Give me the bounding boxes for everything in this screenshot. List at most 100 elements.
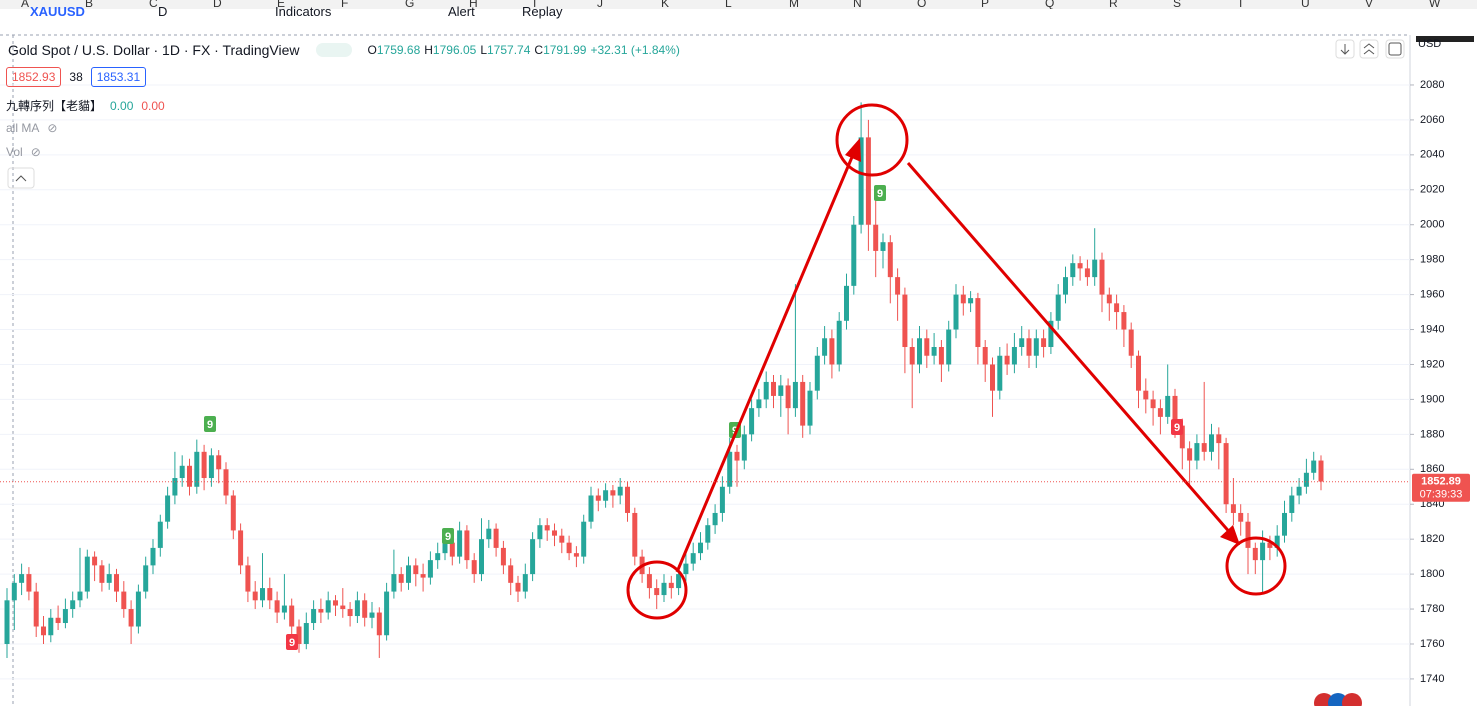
column-letter: Q — [1045, 0, 1055, 9]
candle-body — [369, 612, 375, 618]
indicator-value: 0.00 — [141, 98, 165, 113]
candle-body — [646, 574, 652, 589]
ask[interactable]: 1853.31 — [90, 67, 147, 87]
candle-body — [325, 600, 331, 613]
interval[interactable]: D — [158, 4, 168, 19]
annotation-circle — [626, 560, 688, 620]
td-marker — [286, 634, 298, 650]
column-letter: G — [405, 0, 415, 9]
candle-body — [223, 469, 229, 496]
last-price-label: 1852.89 — [1421, 476, 1461, 488]
candle-body — [1230, 504, 1236, 513]
candle-body — [1128, 329, 1134, 356]
candle-body — [807, 390, 813, 426]
candle-body — [384, 591, 390, 636]
candle-body — [179, 465, 185, 479]
button[interactable] — [1335, 39, 1355, 59]
candle-body — [953, 294, 959, 330]
candle-body — [595, 495, 601, 501]
bid[interactable]: 1852.93 — [6, 67, 62, 87]
candle-body — [683, 563, 689, 575]
symbol[interactable]: XAUUSD — [30, 4, 85, 19]
candle-body — [62, 609, 68, 624]
candle-body — [1267, 542, 1273, 548]
candle-body — [1121, 312, 1127, 330]
candle-body — [303, 623, 309, 644]
ohlc-key: C — [534, 43, 544, 57]
candle-body — [245, 565, 251, 592]
candle-body — [880, 242, 886, 251]
toolbar-item[interactable]: Replay — [522, 4, 563, 19]
y-tick-label: 1960 — [1420, 289, 1444, 301]
header-buttons[interactable] — [7, 36, 1474, 189]
candle-body — [552, 530, 557, 536]
candle-body — [990, 364, 995, 391]
candle-body — [311, 609, 317, 624]
candle-body — [435, 553, 441, 561]
candle-body — [515, 582, 521, 592]
status-badge[interactable] — [315, 43, 352, 57]
button[interactable] — [1385, 39, 1405, 59]
toolbar-item[interactable]: Indicators — [275, 4, 332, 19]
y-tick-label: 1800 — [1420, 568, 1444, 580]
candle-body — [982, 347, 988, 365]
candle-body — [150, 547, 156, 566]
candle-body — [1092, 259, 1098, 278]
td-marker-label: 9 — [207, 419, 213, 431]
candle-body — [172, 478, 178, 496]
candle-body — [1136, 355, 1141, 391]
candle-body — [289, 605, 295, 627]
ohlc-value: 1791.99 — [543, 43, 587, 57]
candle-body — [698, 542, 703, 554]
y-tick-label: 1880 — [1420, 428, 1444, 440]
candle-body — [1260, 542, 1266, 561]
column-letter: O — [917, 0, 927, 9]
column-letter: W — [1429, 0, 1441, 9]
candle-body — [581, 521, 587, 557]
candle-body — [1223, 443, 1229, 505]
candle-body — [354, 600, 360, 617]
button[interactable] — [1416, 36, 1474, 42]
candle-body — [260, 588, 265, 601]
candle-body — [157, 521, 163, 548]
candle-body — [712, 512, 718, 526]
indicator: Vol ⊘ — [6, 145, 41, 159]
collapse-button[interactable] — [7, 167, 35, 189]
column-letter: T — [1237, 0, 1245, 9]
td-marker — [874, 185, 886, 201]
candle-body — [457, 530, 463, 557]
candle-body — [1077, 263, 1083, 269]
spreadsheet-header — [0, 0, 1477, 9]
candle-body — [281, 605, 287, 613]
column-letter: C — [149, 0, 158, 9]
candle-body — [1187, 448, 1193, 461]
button[interactable] — [1359, 39, 1379, 59]
candle-body — [902, 294, 908, 348]
candle-body — [340, 605, 346, 610]
candle-body — [1041, 338, 1047, 348]
annotations — [626, 103, 1287, 620]
hidden-icon[interactable]: ⊘ — [47, 121, 58, 135]
candle-body — [573, 553, 579, 557]
candle-body — [705, 525, 711, 543]
candle-body — [70, 600, 76, 610]
candle-body — [1289, 495, 1295, 513]
y-tick-label: 1820 — [1420, 533, 1444, 545]
hidden-icon[interactable]: ⊘ — [30, 145, 41, 159]
candle-body — [99, 565, 105, 583]
td-marker-label: 9 — [877, 188, 883, 200]
candle-body — [121, 591, 127, 610]
candle-body — [654, 588, 660, 596]
candle-body — [676, 574, 682, 589]
td-marker — [1171, 419, 1183, 435]
candle-body — [143, 565, 149, 592]
last-price-box — [1412, 473, 1470, 502]
candle-body — [756, 399, 762, 409]
candle-body — [500, 547, 506, 566]
candle-body — [1070, 263, 1076, 278]
candle-body — [1172, 395, 1178, 426]
candle-body — [1084, 268, 1090, 278]
candle-body — [48, 617, 54, 636]
candle-body — [208, 455, 214, 479]
toolbar-item[interactable]: Alert — [448, 4, 475, 19]
